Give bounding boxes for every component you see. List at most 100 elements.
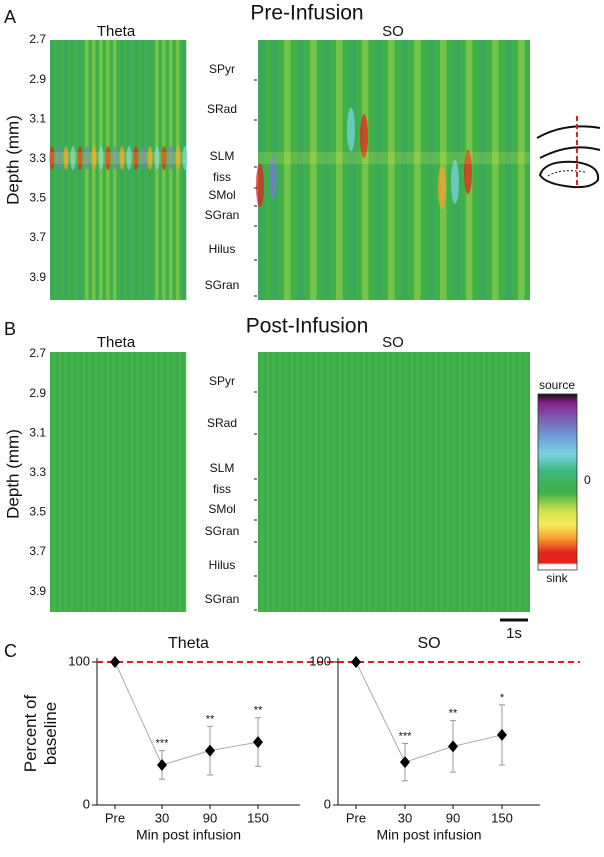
y-tick-label: 2.9: [29, 72, 46, 86]
layer-label: fiss: [213, 482, 231, 496]
x-axis-label: Min post infusion: [136, 827, 241, 843]
heatmap-stripe: [525, 352, 527, 612]
heatmap-blob: [112, 146, 118, 170]
heatmap-blob: [49, 146, 55, 170]
heatmap-stripe: [50, 352, 52, 612]
heatmap-stripe: [182, 352, 184, 612]
heatmap-stripe: [357, 352, 359, 612]
heatmap-stripe: [288, 352, 290, 612]
y-tick-label: 3.1: [29, 425, 46, 439]
heatmap-stripe: [128, 352, 130, 612]
heatmap-stripe: [450, 352, 452, 612]
heatmap-stripe: [310, 40, 317, 300]
heatmap-blob: [91, 146, 97, 170]
heatmap-stripe: [498, 352, 500, 612]
significance: **: [254, 705, 263, 717]
heatmap-stripe: [432, 352, 434, 612]
heatmap-stripe: [179, 352, 181, 612]
heatmap-stripe: [291, 352, 293, 612]
heatmap-stripe: [522, 352, 524, 612]
layer-label: SMol: [208, 502, 235, 516]
heatmap-blob: [182, 146, 188, 170]
heatmap-stripe: [167, 352, 169, 612]
heatmap-stripe: [120, 40, 124, 300]
heatmap-stripe: [495, 352, 497, 612]
layer-label: Hilus: [209, 558, 236, 572]
heatmap-stripe: [513, 352, 515, 612]
heatmap-stripe: [312, 352, 314, 612]
heatmap-stripe: [170, 352, 172, 612]
heatmap-stripe: [71, 40, 75, 300]
y-tick-label: 100: [68, 653, 90, 668]
heatmap-stripe: [279, 352, 281, 612]
heatmap-stripe: [134, 352, 136, 612]
heatmap-stripe: [101, 352, 103, 612]
heatmap-stripe: [149, 352, 151, 612]
heatmap-stripe: [354, 352, 356, 612]
significance: **: [449, 708, 458, 720]
series-line: [114, 661, 259, 766]
heatmap-stripe: [106, 40, 110, 300]
panel-letter: C: [4, 641, 17, 661]
heatmap-stripe: [155, 40, 159, 300]
heatmap-stripe: [185, 352, 187, 612]
y-tick-label: 2.7: [29, 32, 46, 46]
heatmap-stripe: [435, 352, 437, 612]
heatmap-stripe: [390, 352, 392, 612]
heatmap-stripe: [273, 352, 275, 612]
heatmap-stripe: [480, 352, 482, 612]
marker: [253, 736, 263, 749]
heatmap-stripe: [519, 352, 521, 612]
heatmap-stripe: [85, 40, 89, 300]
y-tick-label: 2.7: [29, 346, 46, 360]
heatmap-stripe: [131, 352, 133, 612]
heatmap-blob: [126, 146, 132, 170]
heatmap-stripe: [327, 352, 329, 612]
heatmap-stripe: [459, 352, 461, 612]
heatmap-stripe: [483, 352, 485, 612]
panel-label: Theta: [97, 334, 136, 351]
heatmap-stripe: [505, 40, 512, 300]
panel-letter: A: [4, 7, 16, 27]
heatmap-stripe: [141, 40, 145, 300]
heatmap-stripe: [414, 352, 416, 612]
heatmap-stripe: [492, 40, 499, 300]
heatmap-blob: [168, 146, 174, 170]
layer-label: SRad: [207, 416, 237, 430]
heatmap-blob: [464, 150, 472, 195]
heatmap-stripe: [381, 352, 383, 612]
hippocampus-icon: [536, 116, 601, 189]
heatmap: [50, 352, 186, 612]
heatmap-stripe: [148, 40, 152, 300]
heatmap-stripe: [74, 352, 76, 612]
heatmap-stripe: [363, 352, 365, 612]
significance: ***: [156, 738, 170, 750]
heatmap-stripe: [360, 352, 362, 612]
y-tick-label: 3.3: [29, 465, 46, 479]
heatmap-stripe: [323, 40, 330, 300]
heatmap-stripe: [342, 352, 344, 612]
axis-label: Depth (mm): [3, 115, 22, 205]
heatmap-stripe: [134, 40, 138, 300]
x-tick-label: 150: [491, 810, 513, 825]
heatmap-stripe: [65, 352, 67, 612]
heatmap-blob: [147, 146, 153, 170]
heatmap-stripe: [477, 352, 479, 612]
heatmap-blob: [438, 165, 446, 210]
y-tick-label: 3.7: [29, 544, 46, 558]
heatmap-stripe: [164, 352, 166, 612]
x-tick-label: 30: [398, 810, 412, 825]
heatmap-stripe: [162, 40, 166, 300]
heatmap-stripe: [492, 352, 494, 612]
marker: [497, 728, 507, 741]
y-tick-label: 3.9: [29, 584, 46, 598]
chart-title: Theta: [168, 635, 209, 652]
heatmap-blob: [133, 146, 139, 170]
heatmap-stripe: [384, 352, 386, 612]
heatmap-stripe: [479, 40, 486, 300]
heatmap-blob: [70, 146, 76, 170]
marker: [351, 656, 361, 668]
heatmap-stripe: [489, 352, 491, 612]
heatmap-stripe: [143, 352, 145, 612]
heatmap-stripe: [59, 352, 61, 612]
